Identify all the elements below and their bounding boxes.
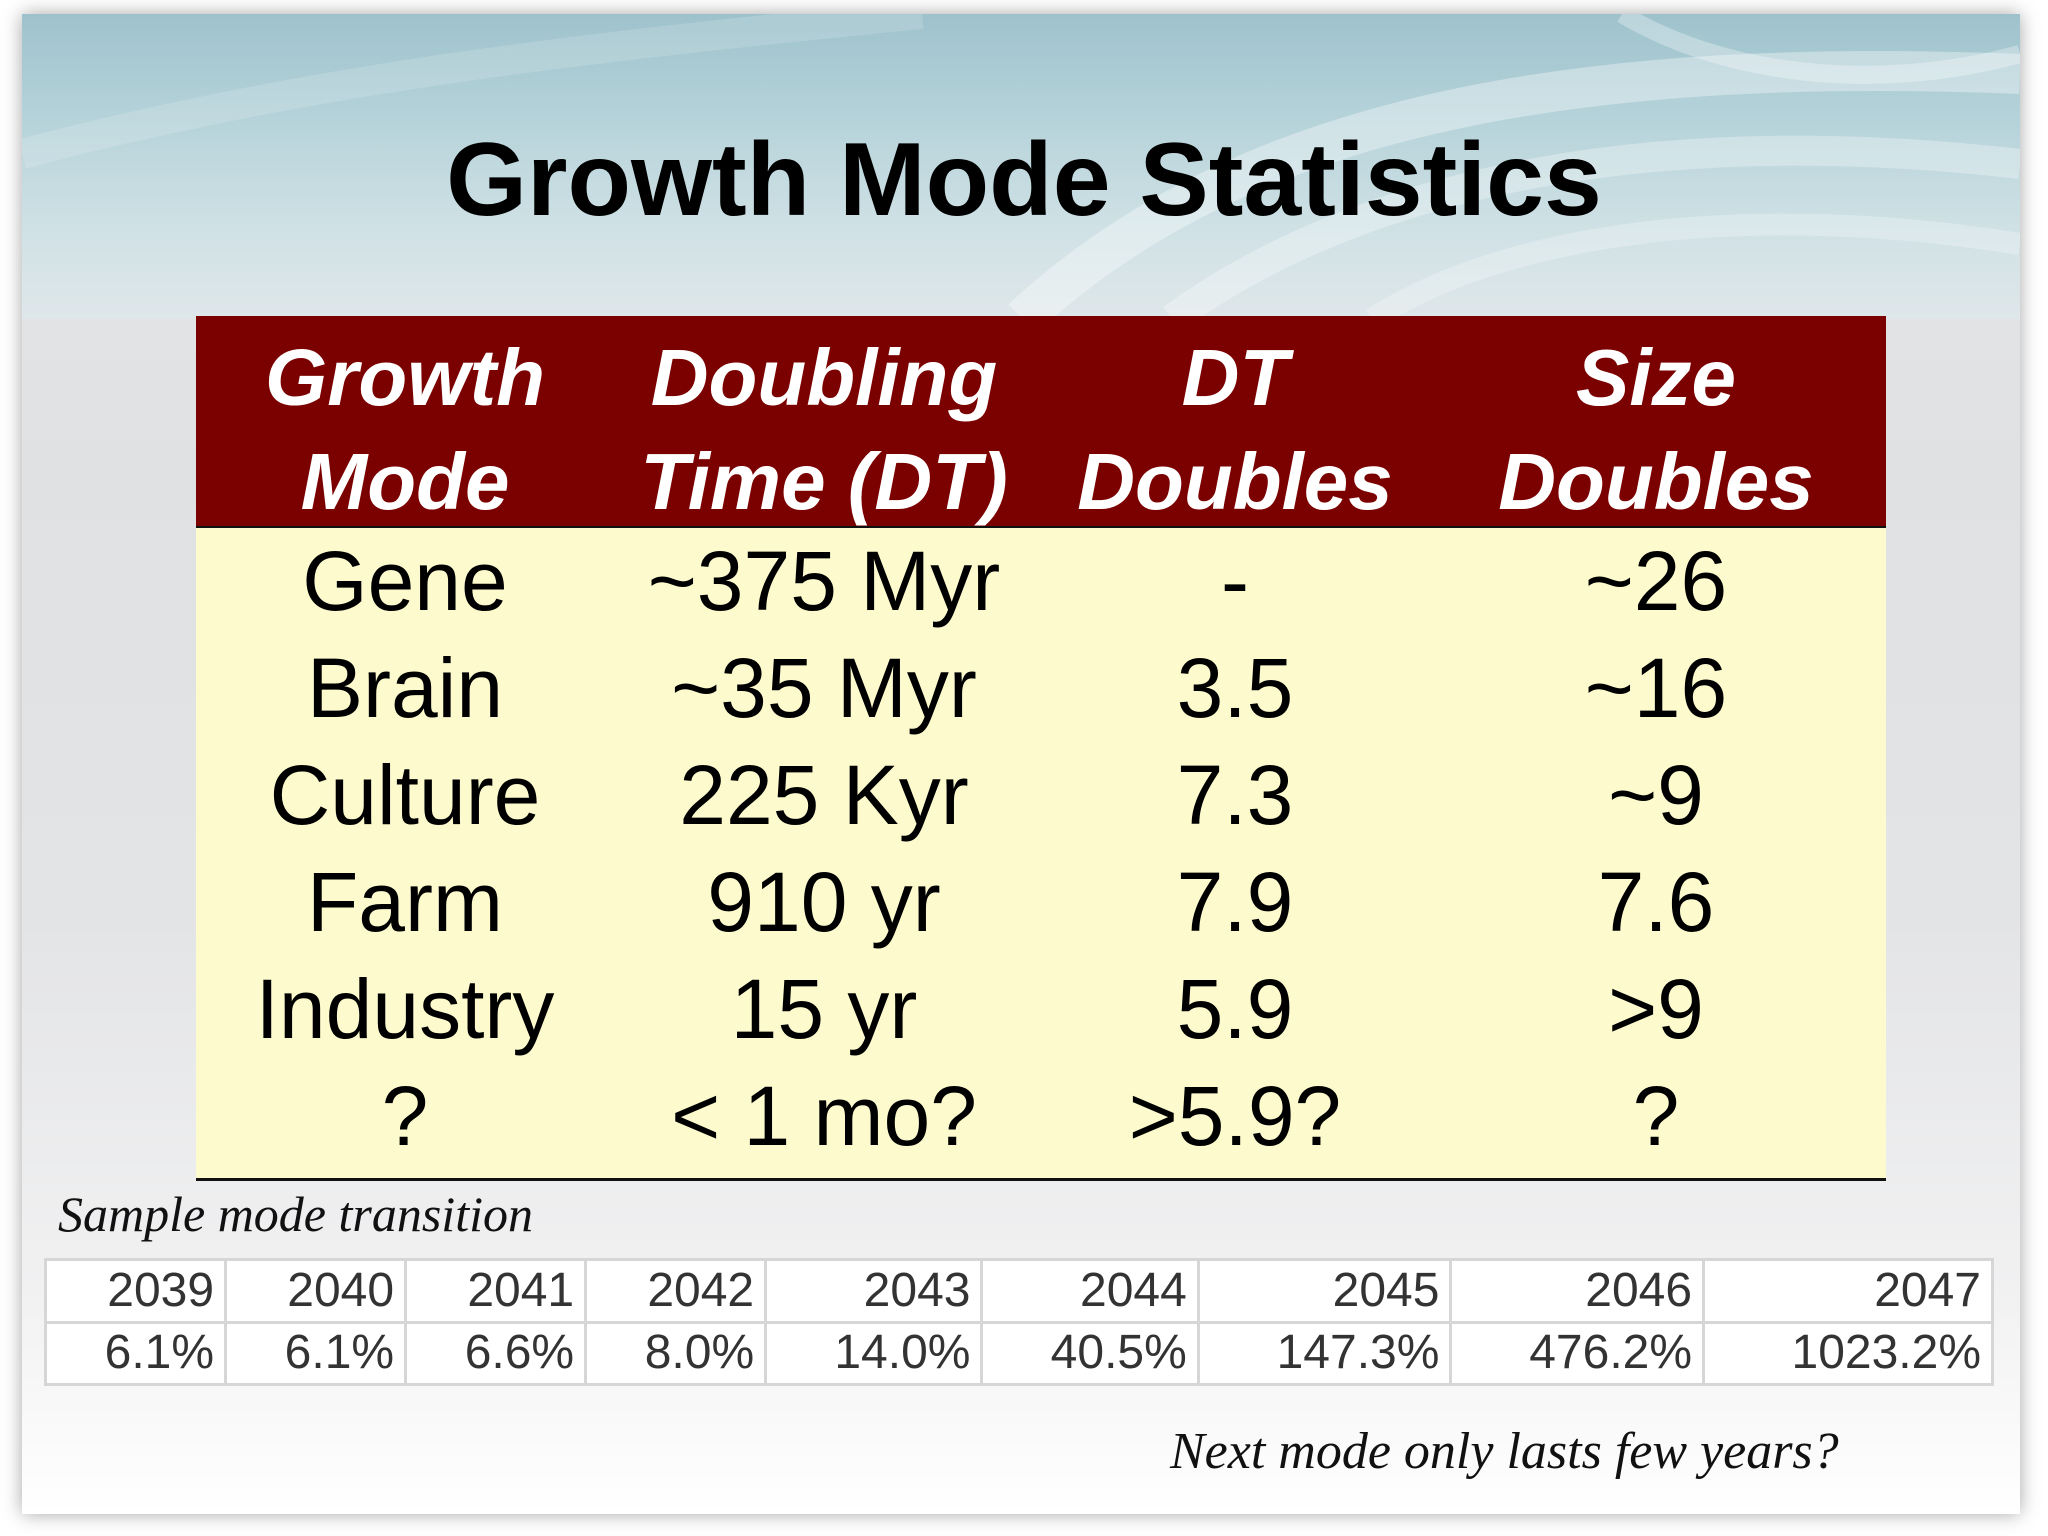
- page-title: Growth Mode Statistics: [446, 122, 1602, 238]
- cell-dt-doubles: 3.5: [1176, 641, 1294, 735]
- cell-doubling-time: < 1 mo?: [671, 1069, 977, 1163]
- table-row: Gene ~375 Myr - ~26: [196, 528, 1886, 635]
- header-line: DT: [1181, 333, 1289, 422]
- year-cell: 2042: [584, 1258, 768, 1324]
- cell-dt-doubles: >5.9?: [1128, 1069, 1342, 1163]
- table-row: Farm 910 yr 7.9 7.6: [196, 849, 1886, 956]
- cell-mode: Farm: [307, 855, 503, 949]
- rate-cell: 1023.2%: [1702, 1320, 1994, 1386]
- cell-size-doubles: ~16: [1584, 641, 1728, 735]
- header-line: Mode: [300, 437, 510, 526]
- cell-mode: Industry: [255, 962, 555, 1056]
- header-line: Growth: [265, 333, 545, 422]
- cell-dt-doubles: 7.3: [1176, 748, 1294, 842]
- cell-size-doubles: ?: [1632, 1069, 1680, 1163]
- cell-dt-doubles: -: [1221, 534, 1249, 628]
- sample-transition-table: 2039 2040 2041 2042 2043 2044 2045 2046 …: [43, 1258, 1994, 1386]
- cell-mode: ?: [381, 1069, 429, 1163]
- header-dt-doubles: DT Doubles: [1034, 326, 1436, 534]
- rate-cell: 476.2%: [1449, 1320, 1706, 1386]
- header-line: Size: [1575, 333, 1737, 422]
- cell-size-doubles: 7.6: [1597, 855, 1715, 949]
- year-cell: 2044: [980, 1258, 1200, 1324]
- swirl-decoration: [22, 14, 2020, 319]
- rates-row: 6.1% 6.1% 6.6% 8.0% 14.0% 40.5% 147.3% 4…: [43, 1320, 1994, 1386]
- cell-size-doubles: ~26: [1584, 534, 1728, 628]
- header-growth-mode: Growth Mode: [196, 326, 614, 534]
- cell-doubling-time: ~35 Myr: [671, 641, 977, 735]
- header-line: Time (DT): [640, 437, 1008, 526]
- table-body: Gene ~375 Myr - ~26 Brain ~35 Myr 3.5 ~1…: [196, 528, 1886, 1181]
- header-background: [22, 14, 2020, 319]
- header-line: Doubling: [650, 333, 998, 422]
- rate-cell: 6.6%: [404, 1320, 588, 1386]
- table-header: Growth Mode Doubling Time (DT) DT Double…: [196, 316, 1886, 529]
- cell-size-doubles: ~9: [1608, 748, 1704, 842]
- table-row: Industry 15 yr 5.9 >9: [196, 956, 1886, 1063]
- header-doubling-time: Doubling Time (DT): [614, 326, 1034, 534]
- rate-cell: 147.3%: [1196, 1320, 1453, 1386]
- year-cell: 2040: [224, 1258, 408, 1324]
- year-cell: 2046: [1449, 1258, 1706, 1324]
- table-row: Culture 225 Kyr 7.3 ~9: [196, 742, 1886, 849]
- cell-mode: Brain: [306, 641, 504, 735]
- cell-doubling-time: 910 yr: [707, 855, 941, 949]
- rate-cell: 6.1%: [43, 1320, 228, 1386]
- years-row: 2039 2040 2041 2042 2043 2044 2045 2046 …: [43, 1258, 1994, 1324]
- year-cell: 2041: [404, 1258, 588, 1324]
- cell-doubling-time: ~375 Myr: [647, 534, 1001, 628]
- year-cell: 2039: [43, 1258, 228, 1324]
- sample-caption: Sample mode transition: [58, 1186, 533, 1242]
- header-line: Doubles: [1077, 437, 1393, 526]
- rate-cell: 6.1%: [224, 1320, 408, 1386]
- rate-cell: 40.5%: [980, 1320, 1200, 1386]
- cell-mode: Culture: [269, 748, 541, 842]
- cell-mode: Gene: [302, 534, 508, 628]
- header-size-doubles: Size Doubles: [1436, 326, 1876, 534]
- header-line: Doubles: [1498, 437, 1814, 526]
- cell-dt-doubles: 5.9: [1176, 962, 1294, 1056]
- year-cell: 2047: [1702, 1258, 1994, 1324]
- year-cell: 2043: [764, 1258, 984, 1324]
- rate-cell: 14.0%: [764, 1320, 984, 1386]
- cell-doubling-time: 15 yr: [730, 962, 918, 1056]
- cell-doubling-time: 225 Kyr: [679, 748, 969, 842]
- year-cell: 2045: [1196, 1258, 1453, 1324]
- footer-note: Next mode only lasts few years?: [1170, 1423, 1839, 1480]
- table-row: Brain ~35 Myr 3.5 ~16: [196, 635, 1886, 742]
- table-row: ? < 1 mo? >5.9? ?: [196, 1063, 1886, 1170]
- growth-mode-table: Growth Mode Doubling Time (DT) DT Double…: [196, 316, 1886, 1181]
- rate-cell: 8.0%: [584, 1320, 768, 1386]
- cell-dt-doubles: 7.9: [1176, 855, 1294, 949]
- cell-size-doubles: >9: [1608, 962, 1704, 1056]
